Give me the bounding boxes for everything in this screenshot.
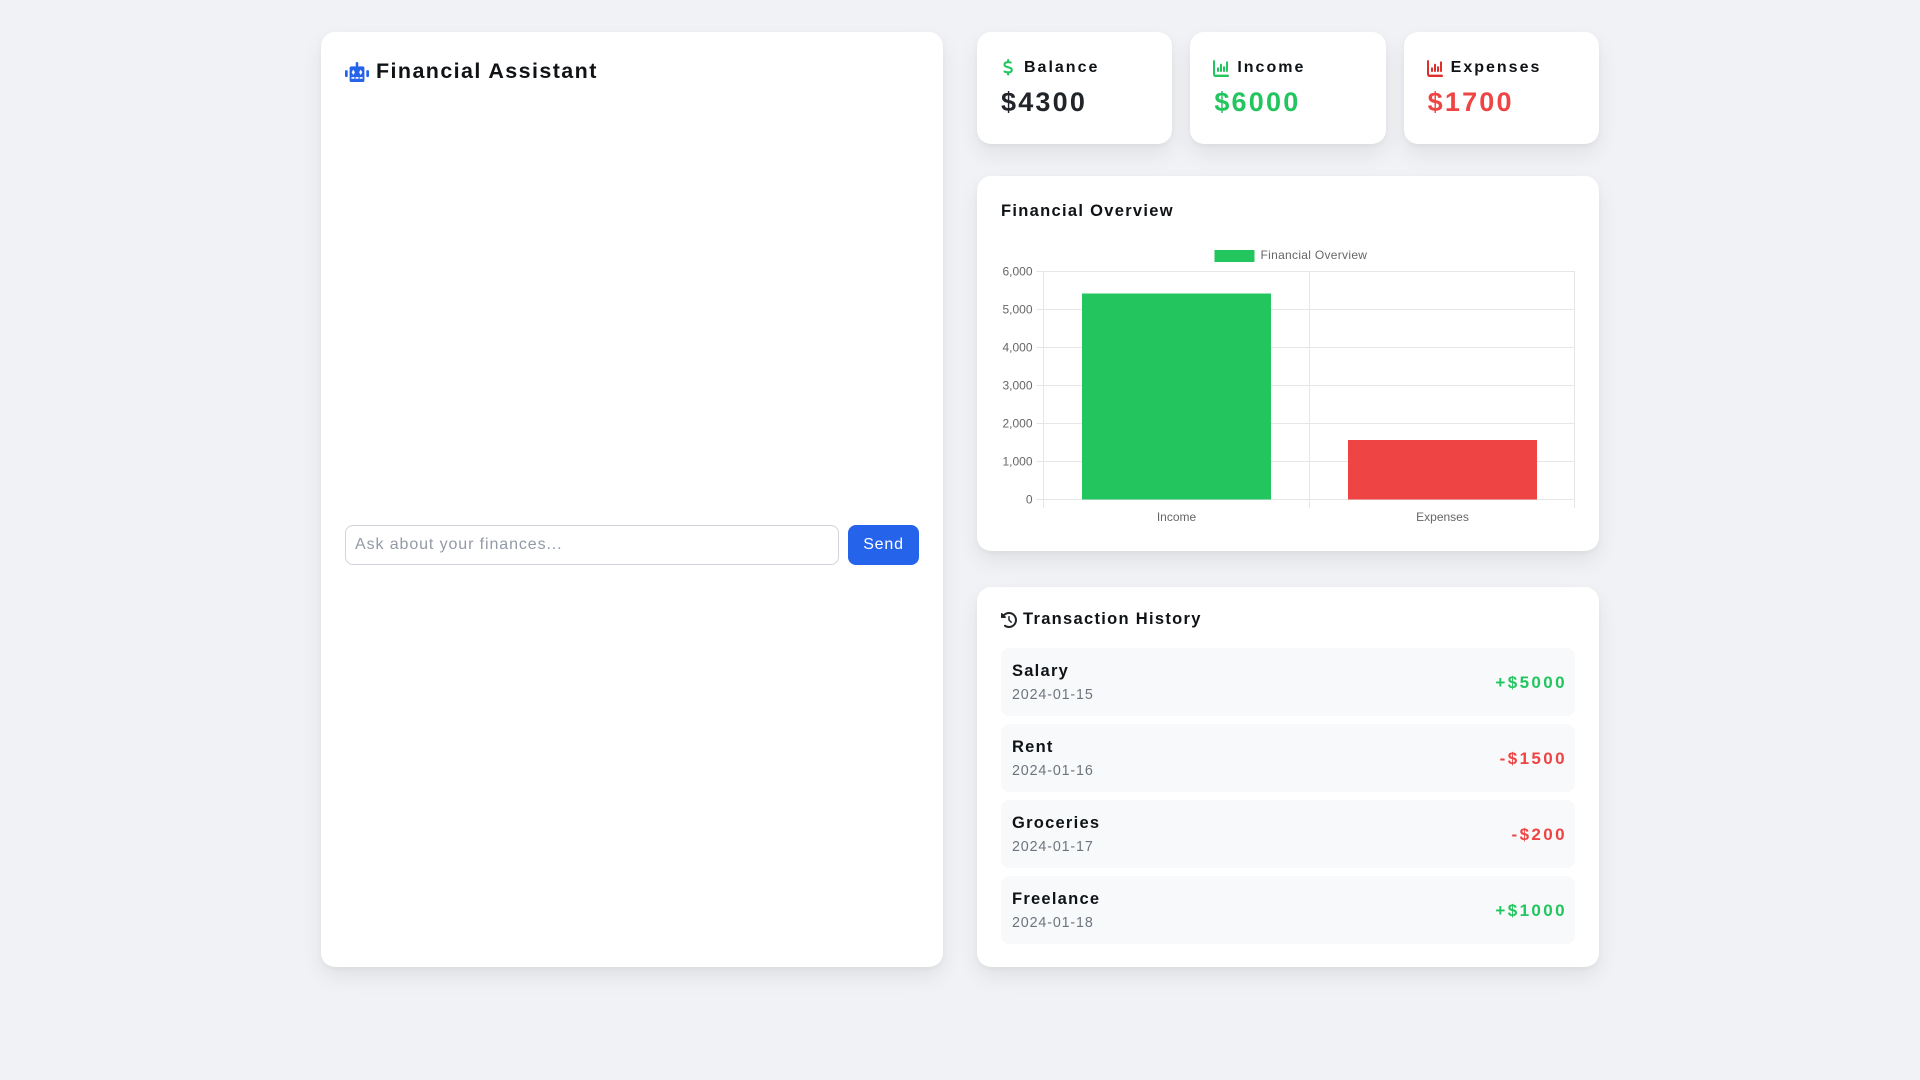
svg-text:Expenses: Expenses — [1416, 510, 1469, 524]
svg-text:3,000: 3,000 — [1002, 378, 1032, 392]
svg-text:6,000: 6,000 — [1002, 264, 1032, 278]
svg-text:Income: Income — [1157, 510, 1197, 524]
svg-text:Financial Overview: Financial Overview — [1261, 248, 1368, 262]
svg-text:4,000: 4,000 — [1002, 340, 1032, 354]
svg-text:2,000: 2,000 — [1002, 416, 1032, 430]
svg-text:0: 0 — [1026, 492, 1033, 506]
svg-text:1,000: 1,000 — [1002, 454, 1032, 468]
svg-text:5,000: 5,000 — [1002, 302, 1032, 316]
